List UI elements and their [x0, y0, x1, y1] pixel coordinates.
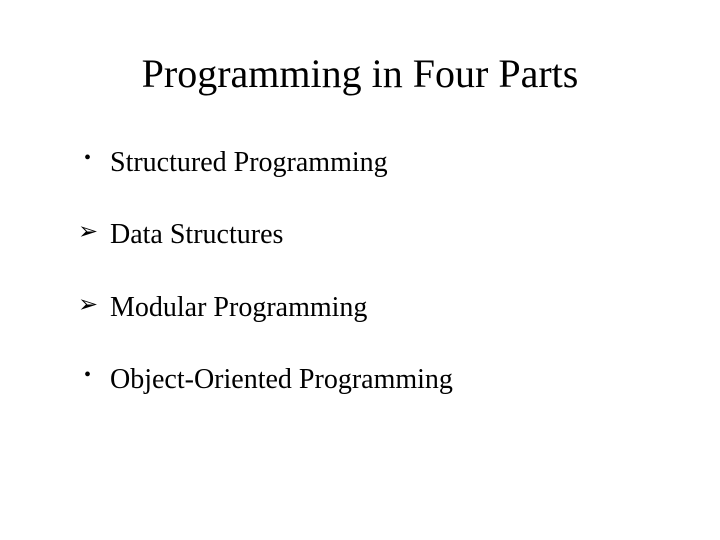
arrow-icon: ➢ — [78, 290, 110, 321]
bullet-text: Modular Programming — [110, 290, 367, 326]
slide-title: Programming in Four Parts — [60, 50, 660, 97]
list-item: • Structured Programming — [78, 145, 660, 181]
bullet-icon: • — [78, 362, 110, 388]
list-item: • Object-Oriented Programming — [78, 362, 660, 398]
bullet-text: Structured Programming — [110, 145, 388, 181]
bullet-text: Data Structures — [110, 217, 283, 253]
list-item: ➢ Modular Programming — [78, 290, 660, 326]
bullet-icon: • — [78, 145, 110, 171]
bullet-text: Object-Oriented Programming — [110, 362, 453, 398]
list-item: ➢ Data Structures — [78, 217, 660, 253]
bullet-list: • Structured Programming ➢ Data Structur… — [60, 145, 660, 399]
arrow-icon: ➢ — [78, 217, 110, 248]
slide-container: Programming in Four Parts • Structured P… — [0, 0, 720, 540]
